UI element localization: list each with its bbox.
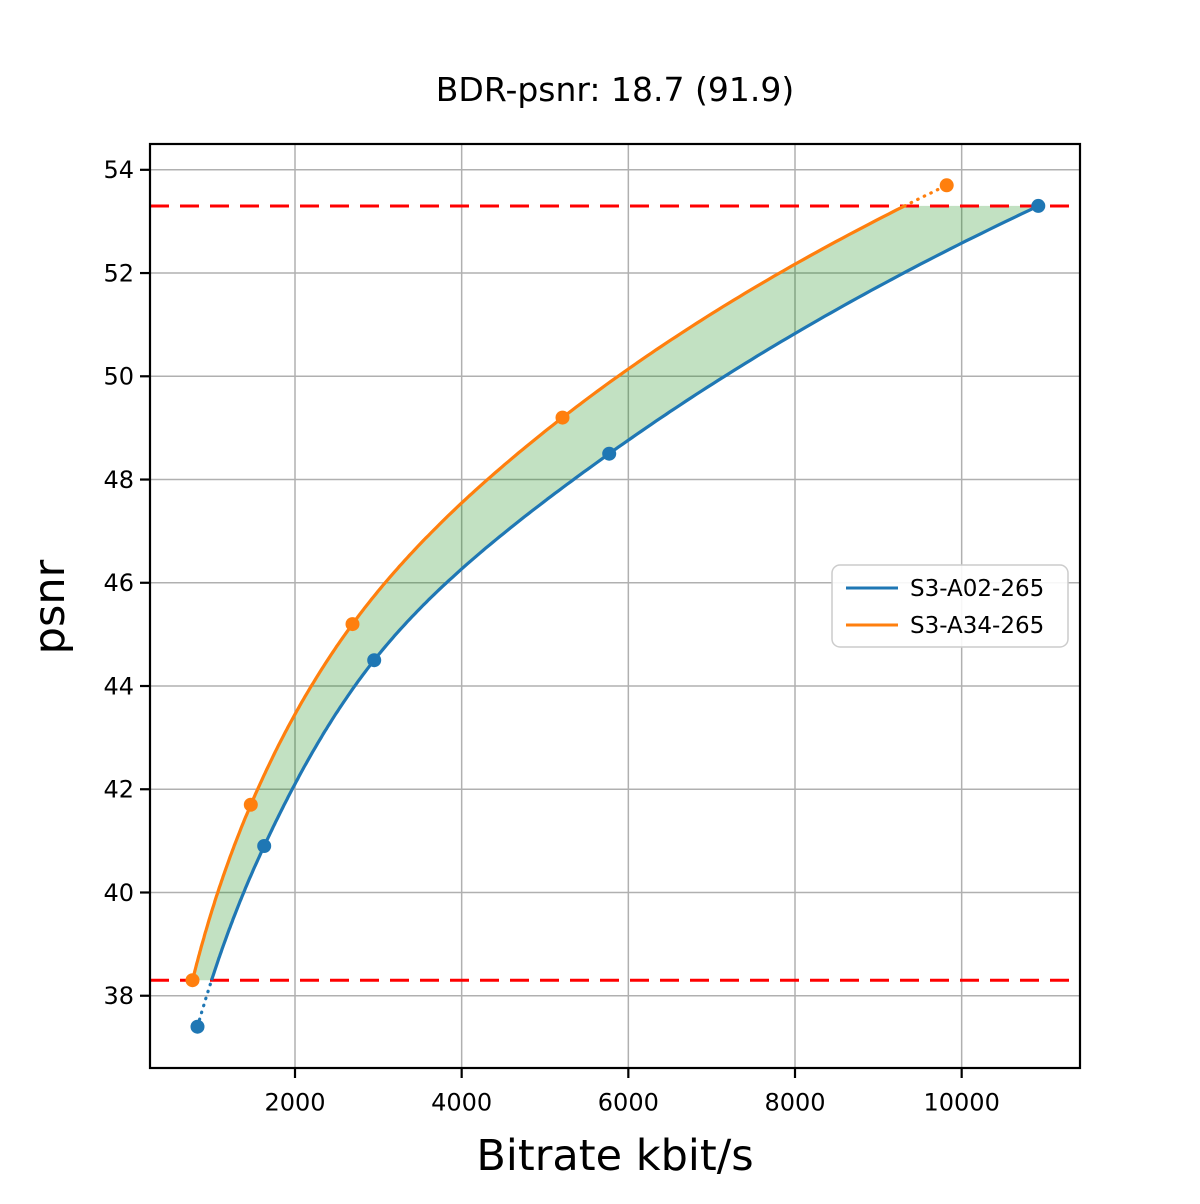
overlap-reference-lines xyxy=(150,204,1080,982)
rd-curve-S3-A02-265 xyxy=(210,204,1039,981)
y-tick-label: 54 xyxy=(103,156,134,184)
x-tick-label: 6000 xyxy=(598,1088,659,1116)
y-tick-label: 38 xyxy=(103,982,134,1010)
x-tick-label: 10000 xyxy=(923,1088,999,1116)
y-tick-label: 52 xyxy=(103,259,134,287)
axes-frame xyxy=(148,142,1082,1070)
data-point-S3-A02-265 xyxy=(367,653,382,668)
rd-curve-dotted-extension-S3-A02-265 xyxy=(195,978,214,1029)
y-tick-label: 40 xyxy=(103,879,134,907)
data-point-S3-A02-265 xyxy=(257,839,272,853)
y-tick-label: 50 xyxy=(103,363,134,391)
data-point-S3-A34-265 xyxy=(555,410,570,425)
data-point-S3-A34-265 xyxy=(345,617,360,632)
data-point-S3-A34-265 xyxy=(243,797,258,812)
y-tick-label: 48 xyxy=(103,466,134,494)
x-tick-label: 4000 xyxy=(431,1088,492,1116)
y-axis-label: psnr xyxy=(25,559,75,654)
y-tick-label: 44 xyxy=(103,672,134,700)
axis-ticks: 2000 4000 6000 8000 10000 38 40 42 44 46 48 50 52 54 xyxy=(103,156,999,1116)
data-point-S3-A34-265 xyxy=(939,178,954,193)
chart-title: BDR-psnr: 18.7 (91.9) xyxy=(436,70,794,109)
x-tick-label: 8000 xyxy=(764,1088,825,1116)
data-point-S3-A02-265 xyxy=(190,1019,205,1034)
rd-curve-dotted-extension-S3-A34-265 xyxy=(903,183,949,208)
data-point-markers xyxy=(185,178,1046,1034)
legend: S3-A02-265 S3-A34-265 xyxy=(831,564,1069,648)
data-point-S3-A02-265 xyxy=(602,446,617,461)
y-tick-label: 42 xyxy=(103,776,134,804)
data-point-S3-A34-265 xyxy=(185,973,200,988)
data-point-S3-A02-265 xyxy=(1031,198,1046,213)
x-axis-label: Bitrate kbit/s xyxy=(476,1131,753,1181)
legend-label-series-0: S3-A02-265 xyxy=(910,576,1044,602)
legend-label-series-1: S3-A34-265 xyxy=(910,613,1044,639)
x-tick-label: 2000 xyxy=(264,1088,325,1116)
y-tick-label: 46 xyxy=(103,569,134,597)
